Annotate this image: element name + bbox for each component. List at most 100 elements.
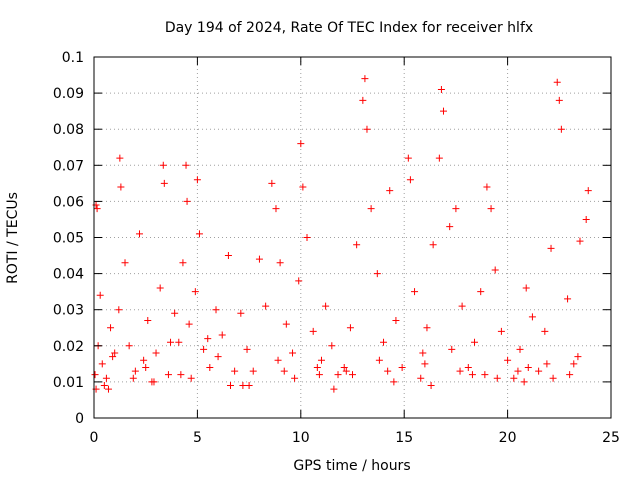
data-point xyxy=(487,205,495,213)
chart-title: Day 194 of 2024, Rate Of TEC Index for r… xyxy=(165,20,533,36)
data-points xyxy=(91,75,592,393)
x-tick-label: 20 xyxy=(499,430,517,446)
data-point xyxy=(187,374,195,382)
data-point xyxy=(289,349,297,357)
data-point xyxy=(346,324,354,332)
data-point xyxy=(117,183,125,191)
data-point xyxy=(206,363,214,371)
data-point xyxy=(446,223,454,231)
data-point xyxy=(142,363,150,371)
data-point xyxy=(159,161,167,169)
y-tick-label: 0.05 xyxy=(53,231,84,247)
data-point xyxy=(373,270,381,278)
data-point xyxy=(109,353,117,361)
data-point xyxy=(328,342,336,350)
data-point xyxy=(96,291,104,299)
data-point xyxy=(274,356,282,364)
data-point xyxy=(555,96,563,104)
data-point xyxy=(152,349,160,357)
x-tick-label: 10 xyxy=(292,430,310,446)
x-axis-label: GPS time / hours xyxy=(293,458,410,474)
data-point xyxy=(582,215,590,223)
data-point xyxy=(131,367,139,375)
data-point xyxy=(564,295,572,303)
data-point xyxy=(282,320,290,328)
data-point xyxy=(514,367,522,375)
data-point xyxy=(140,356,148,364)
data-point xyxy=(468,371,476,379)
data-point xyxy=(386,187,394,195)
data-point xyxy=(398,363,406,371)
data-point xyxy=(249,367,257,375)
data-point xyxy=(195,230,203,238)
data-point xyxy=(93,205,101,213)
data-point xyxy=(340,363,348,371)
data-point xyxy=(135,230,143,238)
data-point xyxy=(404,154,412,162)
data-point xyxy=(435,154,443,162)
data-point xyxy=(226,382,234,390)
data-point xyxy=(164,371,172,379)
data-point xyxy=(510,374,518,382)
plot-frame xyxy=(93,56,612,419)
data-point xyxy=(543,360,551,368)
data-point xyxy=(419,349,427,357)
data-point xyxy=(557,125,565,133)
data-point xyxy=(129,374,137,382)
y-tick-label: 0 xyxy=(75,411,84,427)
data-point xyxy=(576,237,584,245)
data-point xyxy=(427,382,435,390)
data-point xyxy=(115,306,123,314)
data-point xyxy=(491,266,499,274)
y-tick-label: 0.08 xyxy=(53,122,84,138)
data-point xyxy=(528,313,536,321)
data-point xyxy=(100,382,108,390)
data-point xyxy=(107,324,115,332)
y-tick-label: 0.1 xyxy=(62,50,84,66)
y-tick-label: 0.04 xyxy=(53,267,84,283)
data-point xyxy=(179,259,187,267)
x-tick-label: 15 xyxy=(395,430,413,446)
data-point xyxy=(295,277,303,285)
data-point xyxy=(303,234,311,241)
data-point xyxy=(156,284,164,292)
data-point xyxy=(150,378,158,386)
data-point xyxy=(547,244,555,252)
data-point xyxy=(262,302,270,310)
data-point xyxy=(299,183,307,191)
data-point xyxy=(330,385,338,393)
data-point xyxy=(160,179,168,187)
data-point xyxy=(183,197,191,205)
y-axis-label: ROTI / TECUs xyxy=(5,192,21,284)
data-point xyxy=(353,241,361,249)
data-point xyxy=(392,317,400,325)
data-point xyxy=(200,345,208,353)
y-axis-ticks: 0 0.01 0.02 0.03 0.04 0.05 0.06 0.07 0.08 0.09 0.1 xyxy=(53,50,611,427)
data-point xyxy=(167,338,175,346)
data-point xyxy=(363,125,371,133)
y-tick-label: 0.02 xyxy=(53,339,84,355)
data-point xyxy=(375,356,383,364)
data-point xyxy=(553,78,561,86)
data-point xyxy=(204,335,212,343)
data-point xyxy=(291,374,299,382)
data-point xyxy=(255,255,263,263)
data-point xyxy=(493,374,501,382)
data-point xyxy=(297,140,305,148)
data-point xyxy=(272,205,280,213)
y-tick-label: 0.01 xyxy=(53,375,84,391)
data-point xyxy=(497,327,505,335)
data-point xyxy=(448,345,456,353)
data-point xyxy=(102,374,110,382)
data-point xyxy=(185,320,193,328)
data-point xyxy=(421,360,429,368)
data-point xyxy=(342,367,350,375)
data-point xyxy=(237,309,245,317)
data-point xyxy=(268,179,276,187)
data-point xyxy=(566,371,574,379)
data-point xyxy=(239,382,247,390)
data-point xyxy=(520,378,528,386)
data-point xyxy=(406,176,414,184)
